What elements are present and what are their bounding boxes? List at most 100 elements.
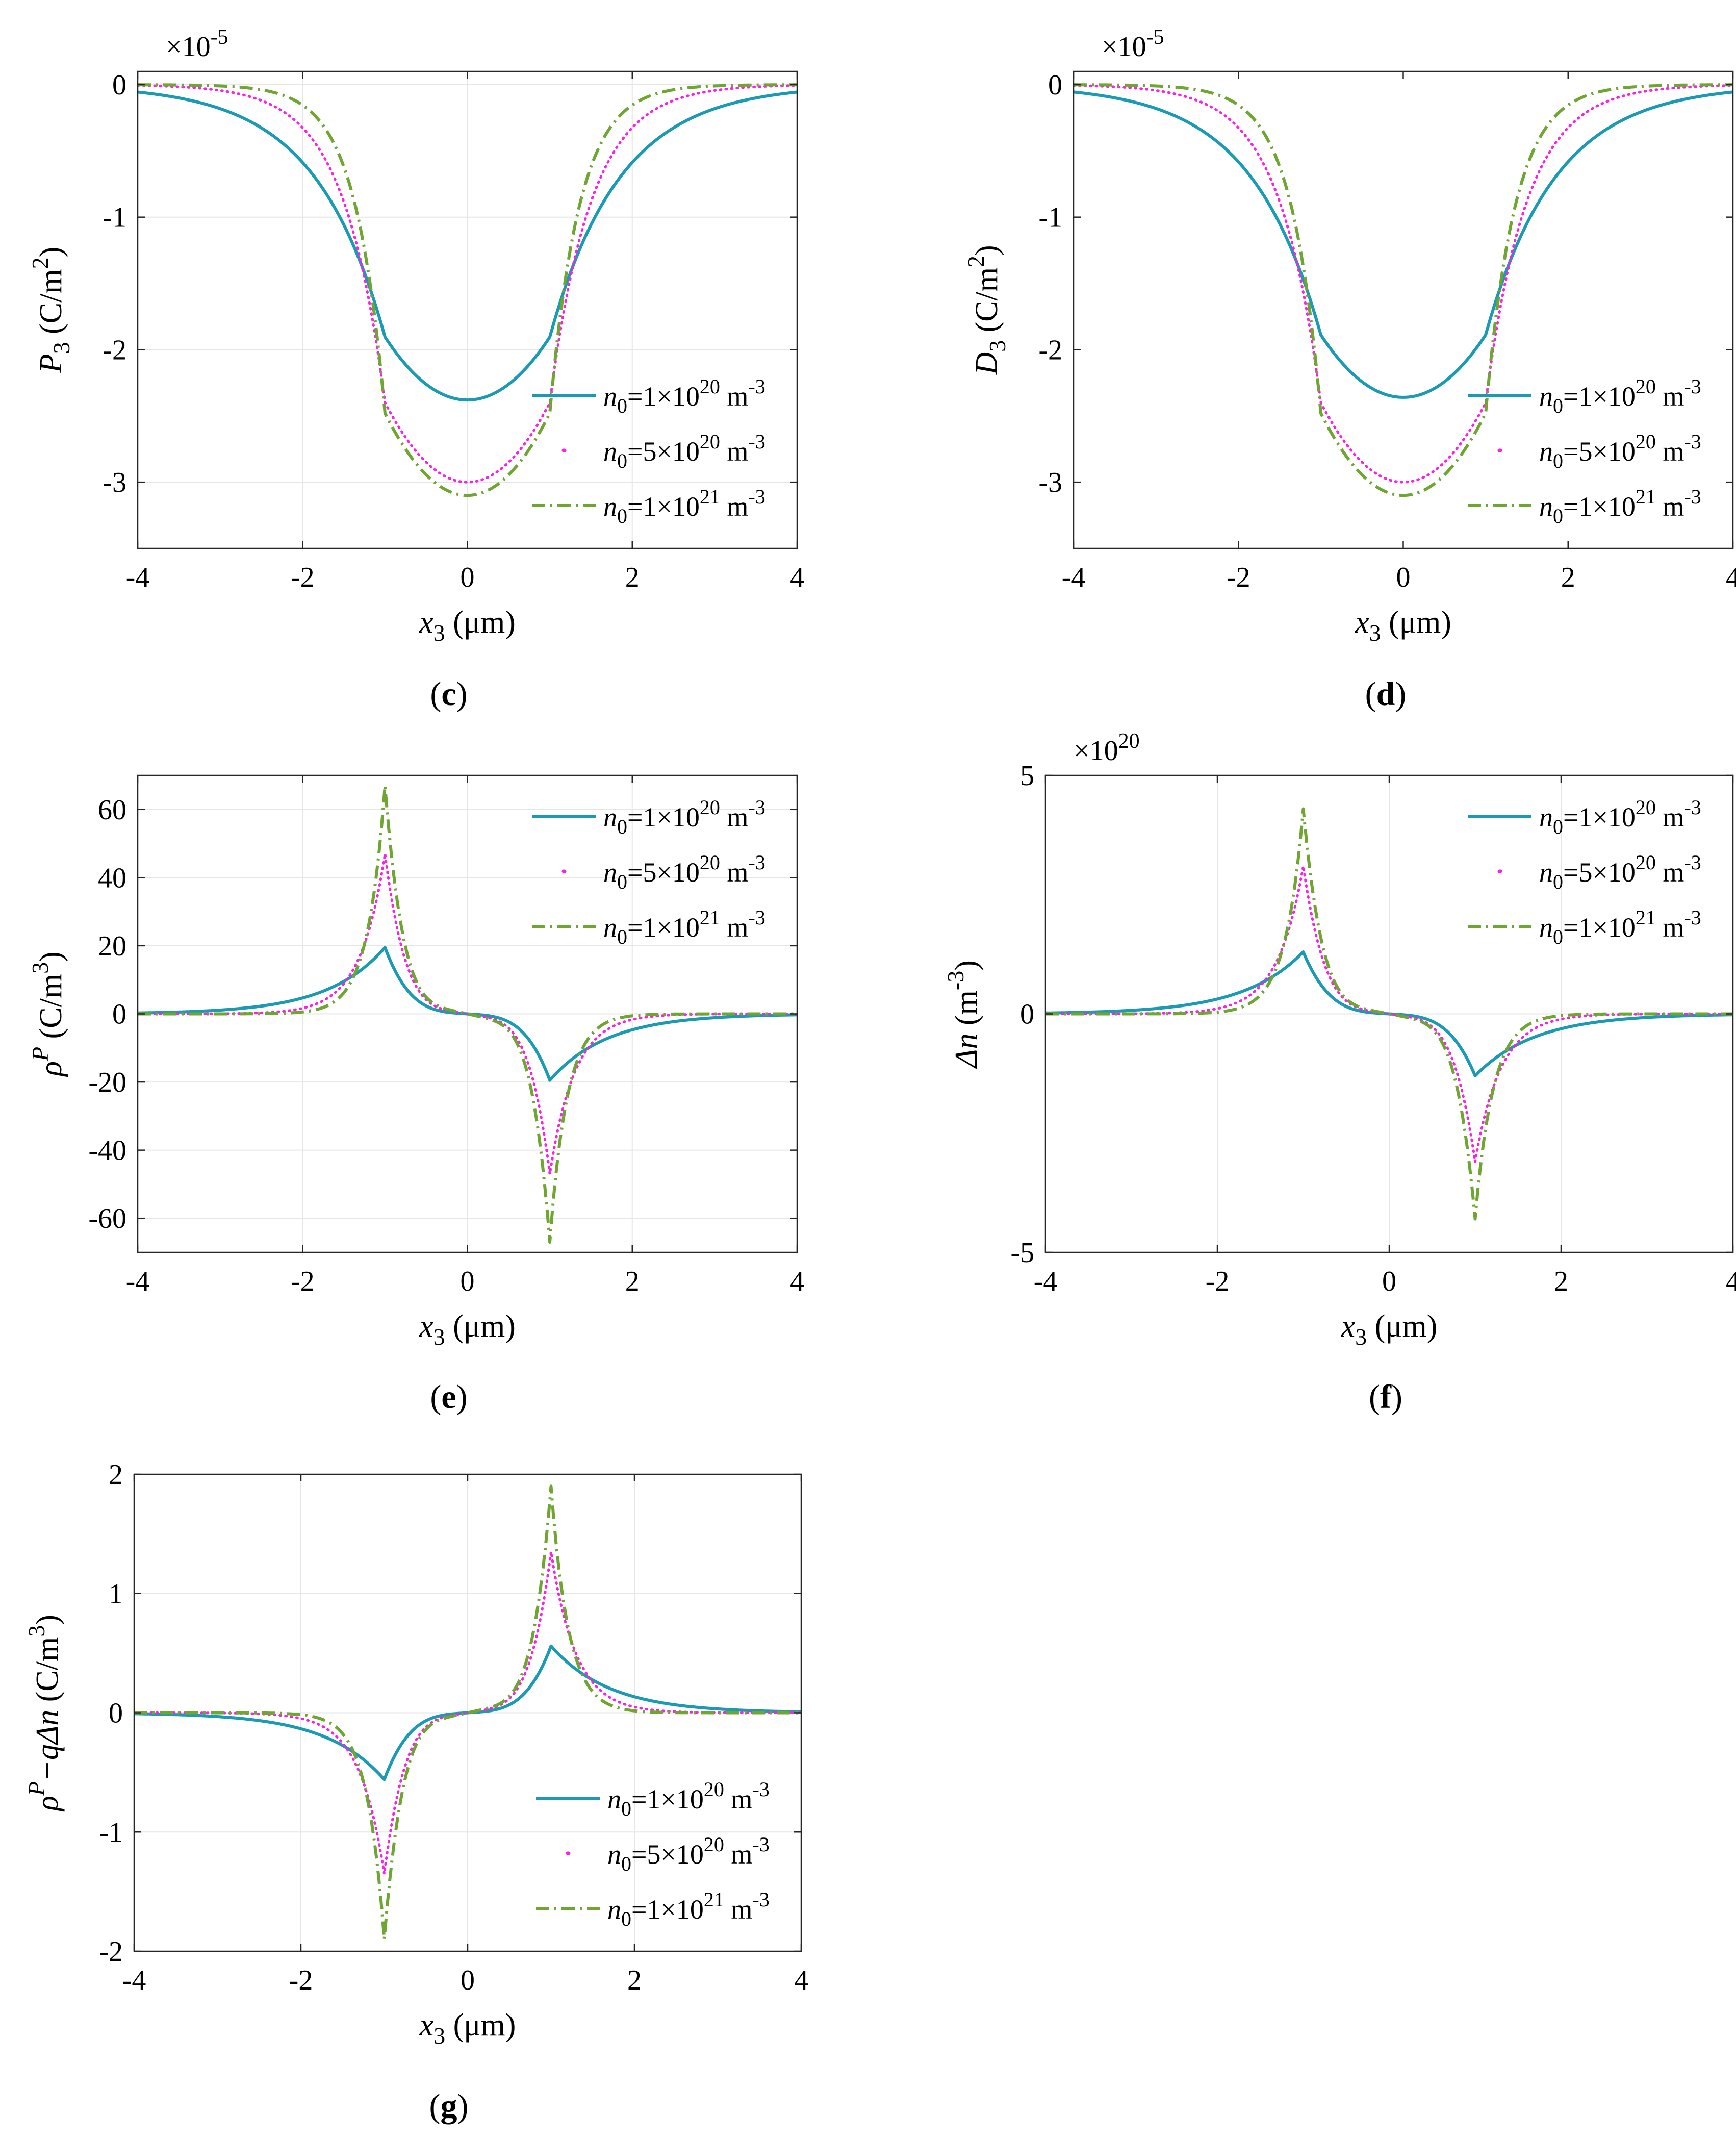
chart-panel-f: -4 -2 0 2 4 -5 0 5 ×1020 x3 (μm) Δn (m-3) n0=1×1020… <box>942 729 1736 1416</box>
y-tick-label: 0 <box>109 1698 123 1729</box>
x-tick-label: 2 <box>1554 1266 1568 1297</box>
x-tick-label: 0 <box>1382 1266 1396 1297</box>
y-axis-label: Δn (m-3) <box>942 960 984 1069</box>
legend-label-2: n0=5×1020 m-3 <box>603 851 765 893</box>
legend: n0=1×1020 m-3 n0=5×1020 m-3 n0=1×1021 m-3 <box>1468 796 1701 948</box>
legend-label-1: n0=1×1020 m-3 <box>603 375 765 417</box>
x-tick-label: 4 <box>794 1965 808 1996</box>
chart-panel-d: -4 -2 0 2 4 -3 -2 -1 0 ×10-5 x3 (μm) D3 (C/m2) n0=1×… <box>963 26 1736 713</box>
y-tick-label: -1 <box>1038 202 1062 234</box>
y-tick-label: -1 <box>103 202 126 234</box>
legend-label-3: n0=1×1021 m-3 <box>603 485 765 527</box>
y-tick-label: -2 <box>99 1936 123 1968</box>
series-line-3 <box>138 83 797 497</box>
y-tick-label: 0 <box>112 999 126 1030</box>
axis-exponent: ×10-5 <box>1102 26 1164 63</box>
y-tick-label: 20 <box>98 930 126 962</box>
legend-label-3: n0=1×1021 m-3 <box>1539 485 1701 527</box>
y-axis-label: ρP−qΔn (C/m3) <box>23 1615 65 1812</box>
y-tick-label: -2 <box>1038 334 1062 366</box>
x-tick-label: 0 <box>1396 562 1411 593</box>
y-tick-label: -40 <box>88 1135 126 1167</box>
y-tick-label: 1 <box>109 1578 123 1610</box>
legend-label-1: n0=1×1020 m-3 <box>603 796 765 838</box>
x-axis-label: x3 (μm) <box>1355 605 1451 646</box>
x-tick-label: -4 <box>1034 1266 1058 1297</box>
panel-caption-e: (e) <box>430 1378 467 1416</box>
legend-label-2: n0=5×1020 m-3 <box>1539 430 1701 472</box>
series-line-3 <box>138 784 797 1244</box>
x-tick-label: -4 <box>126 1266 150 1297</box>
axis-exponent: ×10-5 <box>166 26 228 63</box>
x-tick-label: 4 <box>1726 562 1736 593</box>
panel-caption-g: (g) <box>429 2087 469 2125</box>
series-line-2 <box>138 852 797 1175</box>
y-tick-label: -60 <box>88 1203 126 1235</box>
series-line-3 <box>1045 807 1733 1221</box>
x-tick-label: -4 <box>126 562 150 593</box>
legend-label-2: n0=5×1020 m-3 <box>603 430 765 472</box>
x-tick-label: -2 <box>1206 1266 1230 1297</box>
x-tick-label: -2 <box>289 1965 313 1996</box>
chart-panel-c: -4 -2 0 2 4 -3 -2 -1 0 ×10-5 x3 (μm) P3 (C/m2) n0=1×… <box>27 26 804 713</box>
x-tick-label: -2 <box>291 562 315 593</box>
legend: n0=1×1020 m-3 n0=5×1020 m-3 n0=1×1021 m-3 <box>532 796 765 948</box>
series-line-2 <box>1074 84 1733 484</box>
panel-caption-d: (d) <box>1365 675 1407 713</box>
y-tick-label: -3 <box>103 467 126 498</box>
y-tick-label: -1 <box>99 1817 123 1848</box>
legend-label-3: n0=1×1021 m-3 <box>603 906 765 948</box>
x-tick-label: 2 <box>1561 562 1575 593</box>
y-tick-label: -3 <box>1038 467 1062 498</box>
x-tick-label: 4 <box>790 562 804 593</box>
series-line-1 <box>1074 90 1733 399</box>
legend: n0=1×1020 m-3 n0=5×1020 m-3 n0=1×1021 m-3 <box>532 375 765 527</box>
panel-caption-c: (c) <box>430 675 467 713</box>
y-tick-label: -2 <box>103 334 126 366</box>
x-tick-label: 4 <box>1726 1266 1736 1297</box>
y-axis-label: P3 (C/m2) <box>27 247 74 373</box>
series-line-1 <box>138 90 797 402</box>
y-tick-label: -20 <box>88 1067 126 1098</box>
x-tick-label: -4 <box>1062 562 1086 593</box>
x-tick-label: -4 <box>122 1965 146 1996</box>
y-axis-label: D3 (C/m2) <box>963 245 1010 375</box>
x-tick-label: 4 <box>790 1266 804 1297</box>
y-tick-label: 0 <box>1048 69 1062 101</box>
x-axis-label: x3 (μm) <box>419 1309 516 1350</box>
series-line-2 <box>138 84 797 484</box>
series-line-3 <box>1074 83 1733 497</box>
x-axis-label: x3 (μm) <box>419 2008 516 2049</box>
legend-label-3: n0=1×1021 m-3 <box>1539 906 1701 948</box>
x-axis-label: x3 (μm) <box>419 605 516 646</box>
y-tick-label: 5 <box>1020 760 1034 792</box>
y-axis-label: ρP (C/m3) <box>27 951 68 1077</box>
series-line-3 <box>134 1484 801 1941</box>
legend-label-2: n0=5×1020 m-3 <box>1539 851 1701 893</box>
y-tick-label: -5 <box>1010 1237 1034 1269</box>
x-tick-label: -2 <box>291 1266 315 1297</box>
y-tick-label: 40 <box>98 862 126 894</box>
x-tick-label: 2 <box>627 1965 642 1996</box>
x-tick-label: 0 <box>461 1266 475 1297</box>
x-tick-label: 2 <box>625 562 640 593</box>
panel-caption-f: (f) <box>1369 1378 1402 1416</box>
legend-label-1: n0=1×1020 m-3 <box>1539 375 1701 417</box>
x-tick-label: 2 <box>625 1266 640 1297</box>
x-tick-label: -2 <box>1227 562 1250 593</box>
y-tick-label: 2 <box>109 1459 123 1491</box>
x-tick-label: 0 <box>461 1965 475 1996</box>
legend: n0=1×1020 m-3 n0=5×1020 m-3 n0=1×1021 m-3 <box>1468 375 1701 527</box>
legend: n0=1×1020 m-3 n0=5×1020 m-3 n0=1×1021 m-3 <box>536 1778 770 1930</box>
legend-label-1: n0=1×1020 m-3 <box>1539 796 1701 838</box>
legend-label-2: n0=5×1020 m-3 <box>607 1833 770 1875</box>
axis-exponent: ×1020 <box>1074 729 1140 767</box>
x-tick-label: 0 <box>461 562 475 593</box>
legend-label-1: n0=1×1020 m-3 <box>607 1778 770 1820</box>
x-axis-label: x3 (μm) <box>1341 1309 1438 1350</box>
plot-area <box>1074 71 1733 548</box>
y-tick-label: 0 <box>112 69 126 101</box>
